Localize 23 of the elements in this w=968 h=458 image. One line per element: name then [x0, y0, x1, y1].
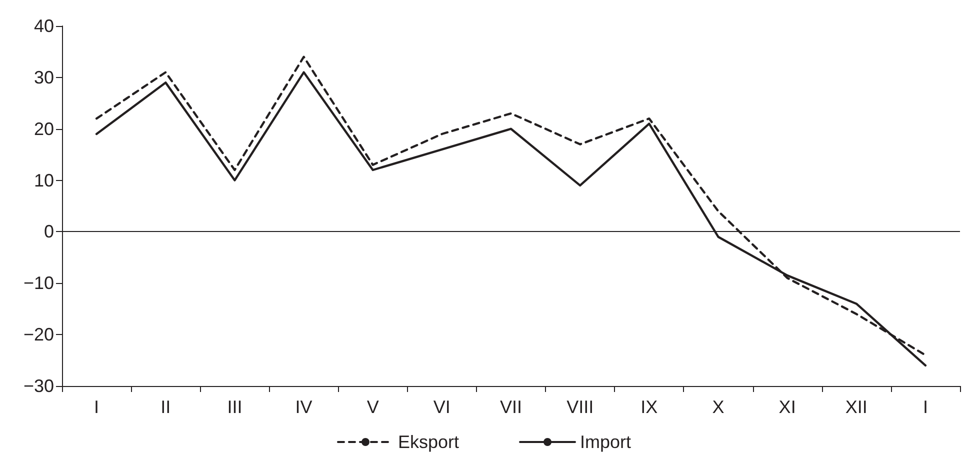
y-tick-label: −30	[23, 376, 54, 396]
x-tick-label: VI	[433, 397, 450, 417]
x-tick-label: II	[160, 397, 171, 417]
y-tick-label: 10	[34, 170, 54, 190]
y-tick-label: 0	[44, 222, 54, 242]
x-tick-label: IV	[295, 397, 312, 417]
x-tick-label: XII	[845, 397, 868, 417]
x-tick-label: X	[712, 397, 724, 417]
y-tick-label: 40	[34, 16, 54, 36]
x-tick-label: I	[94, 397, 100, 417]
y-tick-label: 20	[34, 118, 54, 139]
x-tick-label: IX	[640, 397, 658, 417]
x-tick-label: I	[922, 397, 928, 417]
y-tick-label: 30	[34, 67, 54, 88]
x-tick-label: III	[227, 397, 242, 417]
x-tick-label: VII	[500, 397, 522, 417]
legend-label: Import	[580, 432, 632, 452]
legend-label: Eksport	[398, 432, 460, 452]
x-tick-label: XI	[778, 397, 796, 417]
x-tick-label: V	[366, 397, 379, 417]
x-tick-label: VIII	[566, 397, 594, 417]
y-tick-label: −10	[23, 273, 54, 294]
y-tick-label: −20	[23, 324, 54, 345]
